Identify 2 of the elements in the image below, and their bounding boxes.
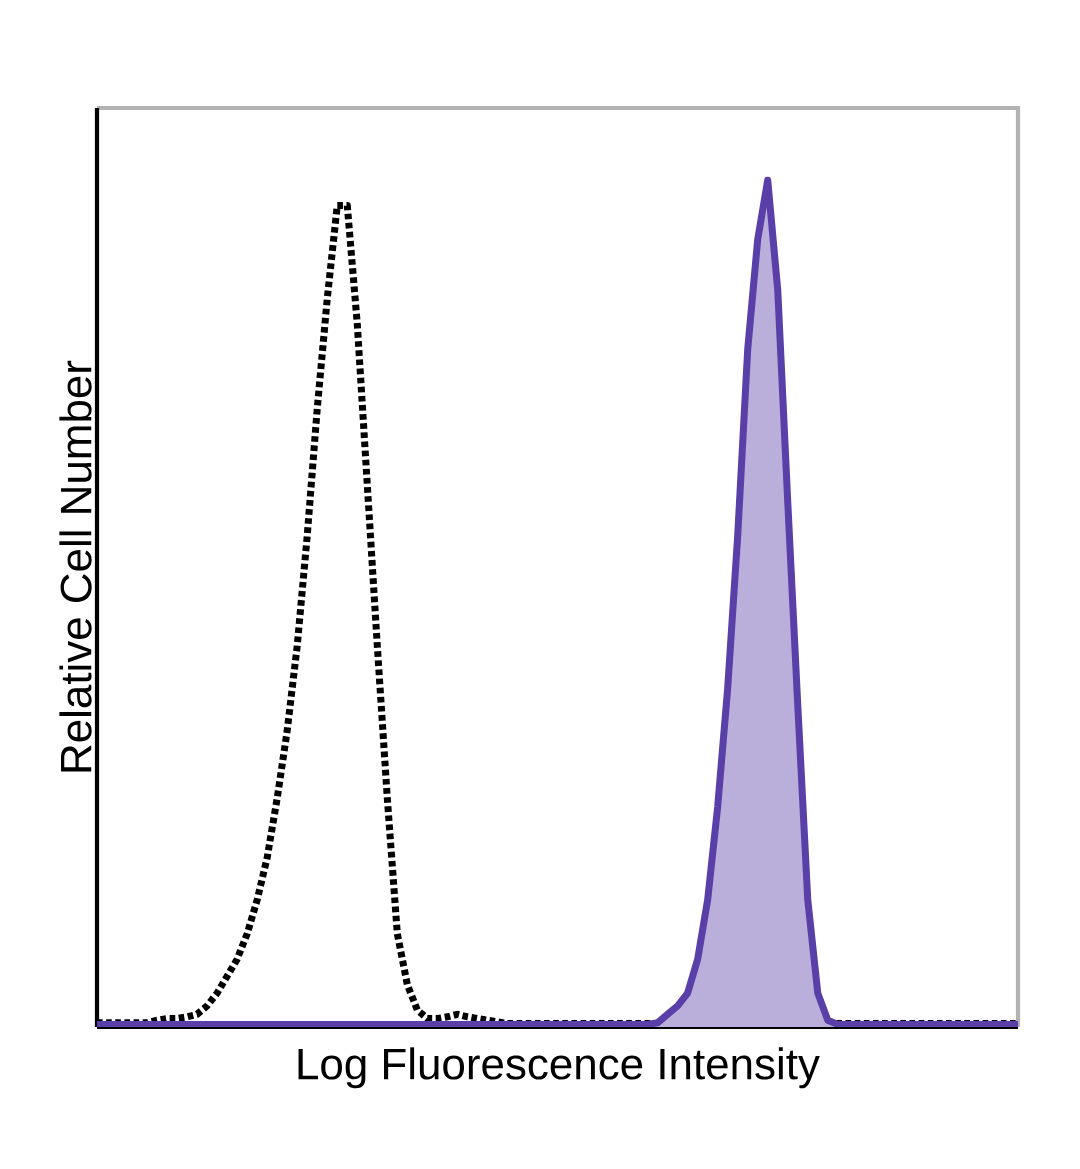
x-axis-title: Log Fluorescence Intensity <box>298 1047 820 1089</box>
y-axis-title: Relative Cell Number <box>59 360 92 772</box>
